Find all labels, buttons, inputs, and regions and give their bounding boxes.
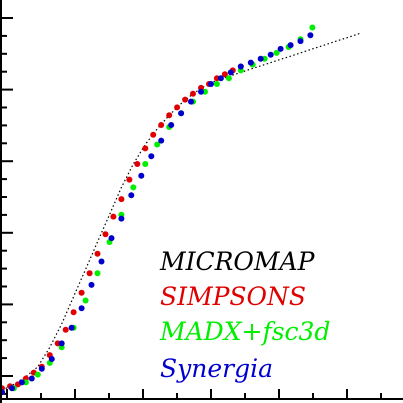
data-point-synergia: [198, 88, 204, 95]
data-point-synergia: [128, 192, 135, 199]
data-point-simpsons: [174, 104, 181, 111]
data-point-synergia: [307, 32, 314, 39]
data-point-synergia: [168, 122, 175, 128]
data-point-madx: [130, 184, 137, 191]
data-point-madx: [273, 49, 280, 56]
data-point-synergia: [188, 98, 194, 105]
data-point-synergia: [148, 153, 155, 160]
data-marks: [0, 24, 361, 396]
data-point-synergia: [178, 110, 185, 117]
data-point-synergia: [48, 356, 55, 362]
data-point-synergia: [267, 51, 274, 58]
data-point-madx: [309, 24, 316, 31]
data-point-simpsons: [134, 161, 141, 167]
data-point-simpsons: [142, 145, 149, 152]
data-point-simpsons: [158, 122, 165, 128]
data-point-synergia: [9, 385, 15, 392]
data-point-synergia: [208, 81, 214, 87]
data-point-synergia: [257, 55, 264, 62]
data-point-madx: [154, 141, 161, 148]
data-point-simpsons: [166, 112, 173, 119]
data-point-synergia: [138, 172, 145, 179]
data-point-madx: [142, 161, 149, 167]
data-point-synergia: [227, 69, 234, 76]
data-point-synergia: [247, 59, 254, 66]
legend-entry-simpsons: SIMPSONS: [160, 282, 306, 311]
legend-entry-micromap: MICROMAP: [159, 247, 316, 276]
data-point-synergia: [158, 137, 165, 144]
data-point-synergia: [287, 42, 294, 49]
data-point-synergia: [217, 75, 224, 82]
data-point-synergia: [18, 379, 25, 386]
legend: MICROMAP SIMPSONS MADX+fsc3d Synergia: [159, 247, 330, 383]
data-point-synergia: [98, 258, 105, 265]
data-point-synergia: [237, 63, 244, 70]
data-point-simpsons: [221, 71, 228, 78]
data-point-madx: [213, 81, 220, 87]
data-point-simpsons: [182, 96, 189, 103]
data-point-madx: [225, 75, 232, 82]
legend-entry-synergia: Synergia: [160, 354, 273, 383]
data-point-synergia: [277, 45, 284, 52]
axis-ticks: [1, 17, 382, 399]
data-point-synergia: [297, 38, 304, 45]
data-point-simpsons: [102, 231, 109, 238]
series-line-micromap: [1, 32, 361, 391]
data-point-madx: [82, 297, 89, 304]
data-point-madx: [34, 371, 41, 378]
data-point-simpsons: [70, 309, 77, 316]
data-point-synergia: [28, 375, 35, 382]
data-point-simpsons: [190, 90, 196, 97]
data-point-synergia: [68, 324, 75, 331]
data-point-simpsons: [110, 213, 117, 220]
data-point-simpsons: [118, 196, 125, 203]
data-point-synergia: [58, 340, 65, 347]
legend-entry-madx: MADX+fsc3d: [159, 317, 330, 346]
data-point-synergia: [38, 365, 45, 372]
data-point-synergia: [88, 281, 95, 288]
data-point-synergia: [108, 235, 115, 242]
data-point-simpsons: [150, 131, 157, 138]
data-point-synergia: [118, 215, 125, 222]
data-point-synergia: [78, 305, 85, 312]
data-point-simpsons: [86, 270, 93, 277]
data-point-simpsons: [126, 176, 133, 183]
data-point-simpsons: [78, 289, 85, 296]
data-point-madx: [94, 270, 101, 277]
data-point-simpsons: [94, 250, 101, 257]
data-point-simpsons: [62, 326, 69, 333]
